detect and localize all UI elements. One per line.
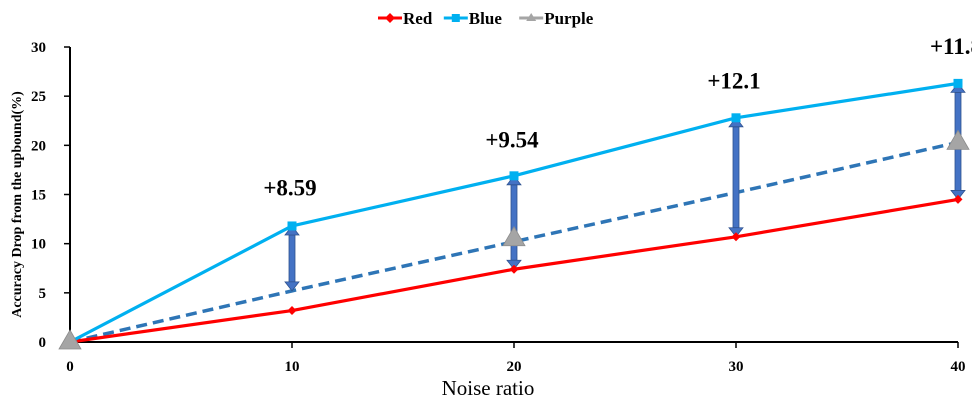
legend-label: Blue xyxy=(469,9,503,28)
x-tick-label: 40 xyxy=(951,359,966,375)
double-arrow xyxy=(284,225,300,292)
plot-area: +8.59 +9.54 +12.1 +11.8 xyxy=(58,34,972,350)
point-purple xyxy=(502,225,526,247)
double-arrow xyxy=(506,175,522,270)
y-tick-label: 0 xyxy=(39,335,47,351)
point-red xyxy=(509,264,519,274)
legend-item-purple: Purple xyxy=(519,9,594,28)
arrow-head-down xyxy=(284,281,300,292)
axes: 0 5 10 15 20 25 30 0 10 20 30 40 xyxy=(31,40,966,375)
axis-titles: Noise ratio Accuracy Drop from the upboun… xyxy=(10,91,534,398)
legend-marker xyxy=(451,14,460,22)
y-tick-label: 5 xyxy=(39,286,47,302)
y-tick-label: 30 xyxy=(31,40,46,56)
point-red xyxy=(953,194,963,204)
arrow-shaft xyxy=(288,234,296,283)
legend-item-blue: Blue xyxy=(443,9,503,28)
y-tick-label: 20 xyxy=(31,138,46,154)
data-annotation: +9.54 xyxy=(485,127,539,152)
legend-marker xyxy=(385,13,395,23)
x-axis-title: Noise ratio xyxy=(442,376,535,398)
arrow-shaft xyxy=(510,184,518,261)
point-blue xyxy=(509,171,519,181)
legend-marker xyxy=(526,13,537,21)
data-annotation: +11.8 xyxy=(930,34,972,59)
arrow-shaft xyxy=(732,126,740,229)
data-annotation: +12.1 xyxy=(707,68,760,93)
y-tick-label: 10 xyxy=(31,237,46,253)
double-arrow xyxy=(728,117,744,238)
trendline-dashed xyxy=(69,140,959,344)
x-tick-label: 10 xyxy=(285,359,300,375)
point-red xyxy=(731,232,741,242)
y-axis-title: Accuracy Drop from the upbound(%) xyxy=(10,91,25,318)
point-purple xyxy=(58,329,82,350)
legend-item-red: Red xyxy=(378,9,433,28)
x-tick-label: 0 xyxy=(66,359,74,375)
point-purple xyxy=(946,129,970,150)
legend-label: Purple xyxy=(544,9,594,28)
legend-label: Red xyxy=(403,9,433,28)
point-blue xyxy=(731,113,741,123)
point-blue xyxy=(287,221,297,231)
y-tick-label: 15 xyxy=(31,188,46,204)
point-red xyxy=(287,306,297,316)
legend: Red Blue Purple xyxy=(378,9,594,28)
x-tick-label: 20 xyxy=(507,359,522,375)
x-tick-label: 30 xyxy=(729,359,744,375)
y-tick-label: 25 xyxy=(31,89,46,105)
data-annotation: +8.59 xyxy=(263,175,316,200)
point-blue xyxy=(953,78,963,88)
